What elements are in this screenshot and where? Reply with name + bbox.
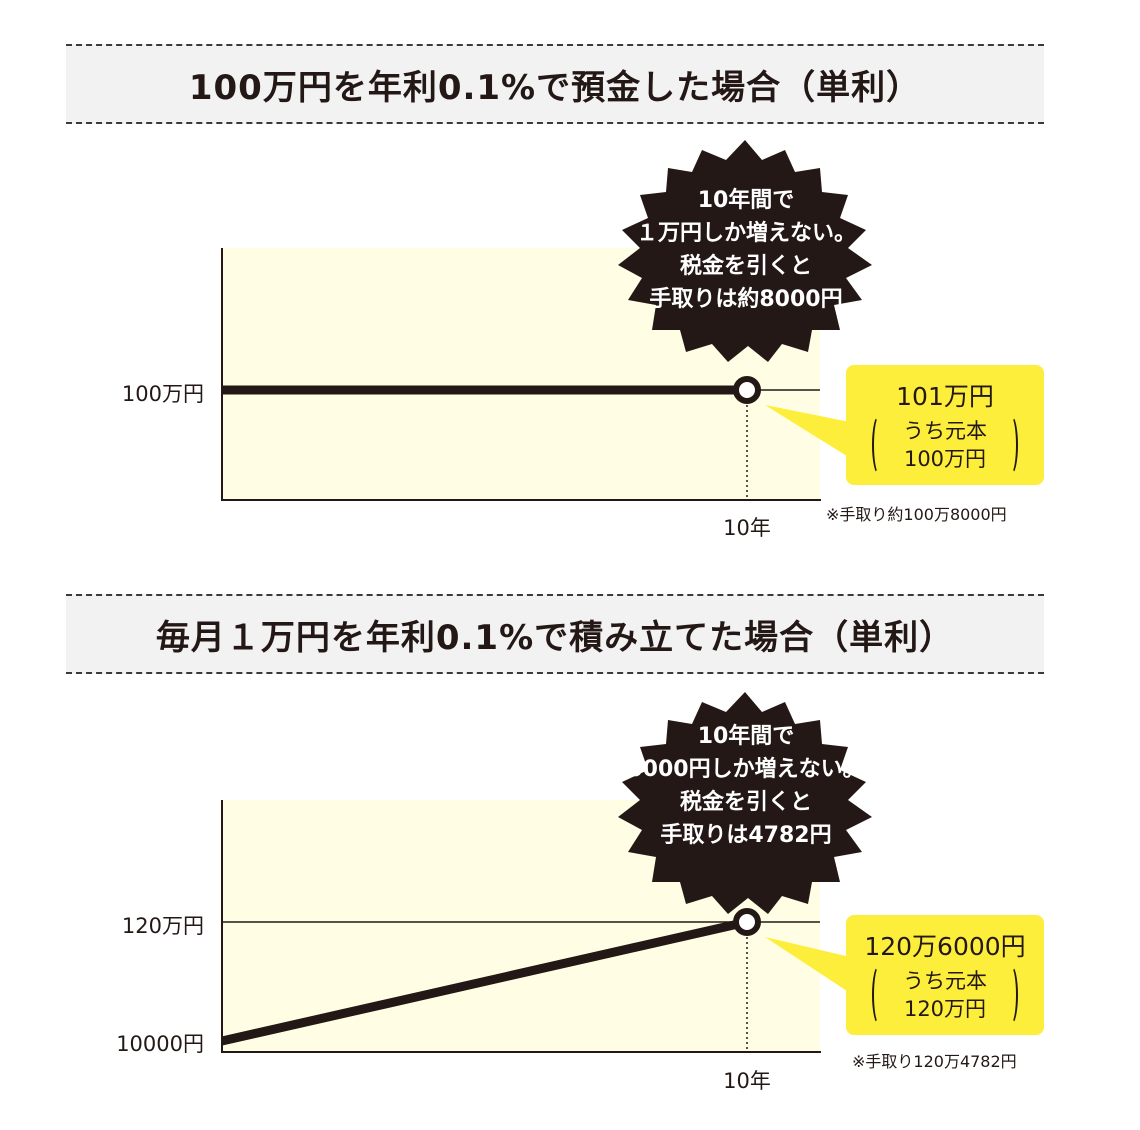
x-axis: [221, 1051, 821, 1053]
footnote: ※手取り約100万8000円: [826, 505, 1007, 524]
open-paren: [872, 415, 886, 475]
chart-panel-2: 毎月１万円を年利0.1%で積み立てた場合（単利） 120万円 10000円 10…: [0, 560, 1140, 1120]
end-point-marker: [733, 908, 761, 936]
y-tick-label: 10000円: [116, 1032, 204, 1056]
callout-pointer: [765, 937, 850, 993]
y-axis: [221, 800, 223, 1053]
callout-principal-line: 100万円: [903, 447, 987, 471]
value-callout: 120万6000円 うち元本 120万円: [846, 915, 1044, 1035]
chart-title: 100万円を年利0.1%で預金した場合（単利）: [66, 44, 1044, 124]
close-paren: [1004, 415, 1018, 475]
callout-principal: うち元本 100万円: [872, 415, 1018, 475]
callout-amount: 120万6000円: [864, 932, 1026, 961]
value-callout: 101万円 うち元本 100万円: [846, 365, 1044, 485]
chart-overlay: [221, 692, 872, 1052]
callout-pointer: [765, 405, 850, 458]
speech-bubble-text: 10年間で 6000円しか増えない。 税金を引くと 手取りは4782円: [610, 720, 882, 852]
bubble-line: １万円しか増えない。: [635, 221, 856, 246]
chart-panel-1: 100万円を年利0.1%で預金した場合（単利） 100万円 10年 10年間で …: [0, 0, 1140, 560]
callout-principal-line: うち元本: [903, 419, 987, 443]
bubble-line: 税金を引くと: [679, 254, 812, 279]
bubble-line: 10年間で: [697, 724, 795, 749]
series-line: [221, 917, 748, 1046]
bubble-line: 6000円しか増えない。: [627, 757, 865, 782]
y-tick-label: 120万円: [121, 914, 204, 938]
end-point-marker: [733, 376, 761, 404]
x-axis: [221, 499, 821, 501]
chart-title: 毎月１万円を年利0.1%で積み立てた場合（単利）: [66, 594, 1044, 674]
footnote: ※手取り120万4782円: [852, 1052, 1017, 1071]
bubble-line: 税金を引くと: [679, 790, 812, 815]
bubble-line: 10年間で: [697, 188, 795, 213]
close-paren: [1004, 965, 1018, 1025]
chart-overlay: [222, 140, 872, 500]
callout-principal-line: うち元本: [903, 969, 987, 993]
callout-principal: うち元本 120万円: [872, 965, 1018, 1025]
speech-bubble: [618, 692, 872, 914]
bubble-line: 手取りは約8000円: [649, 287, 843, 312]
y-tick-label: 100万円: [121, 382, 204, 406]
bubble-line: 手取りは4782円: [660, 823, 832, 848]
speech-bubble-text: 10年間で １万円しか増えない。 税金を引くと 手取りは約8000円: [610, 184, 882, 316]
callout-amount: 101万円: [896, 382, 994, 411]
speech-bubble: [618, 140, 872, 362]
y-axis: [221, 248, 223, 501]
x-tick-label: 10年: [723, 1069, 771, 1093]
callout-principal-line: 120万円: [903, 997, 987, 1021]
open-paren: [872, 965, 886, 1025]
x-tick-label: 10年: [723, 516, 771, 540]
